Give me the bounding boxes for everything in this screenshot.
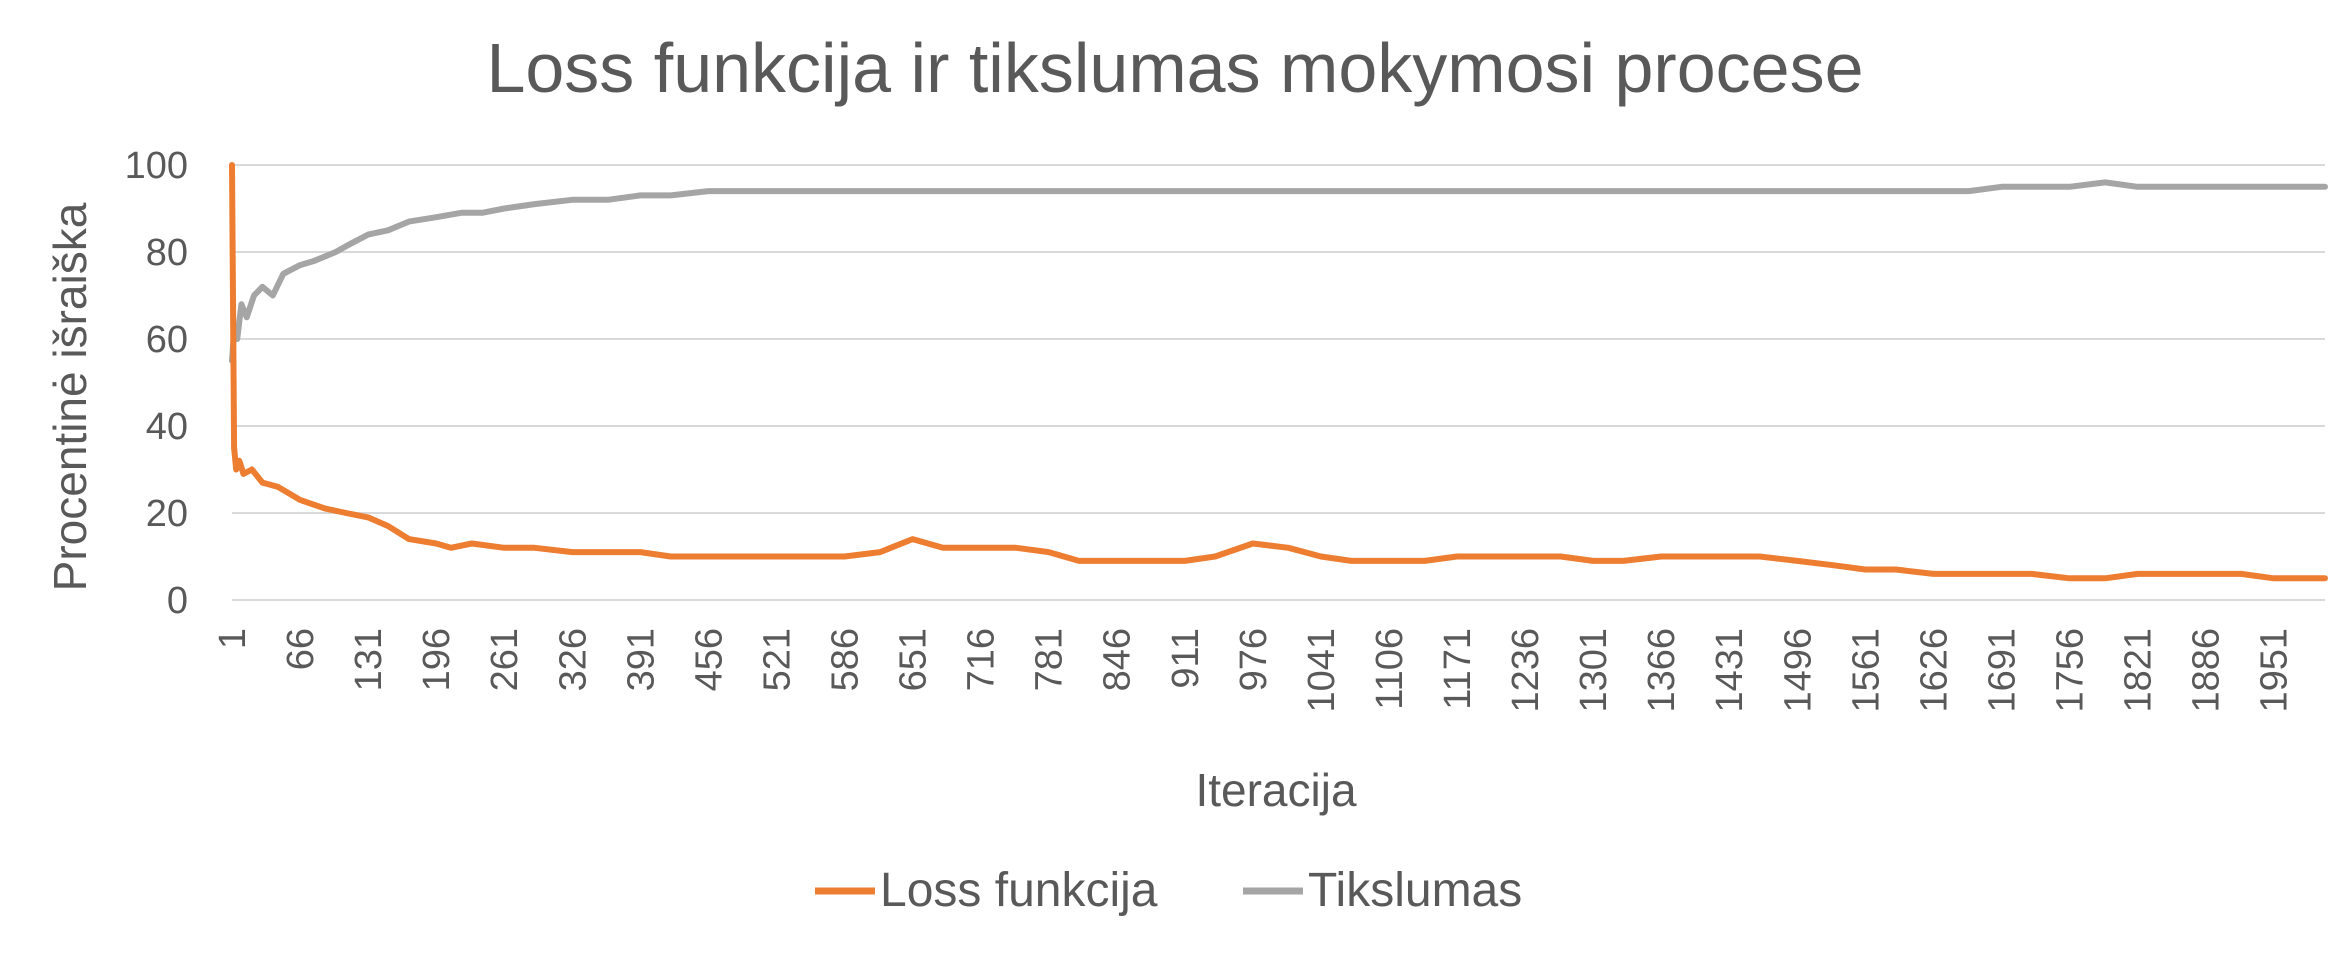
y-tick-label: 20 [146, 493, 188, 535]
x-tick-label: 196 [416, 628, 458, 691]
y-axis-ticks: 0 20 40 60 80 100 [125, 145, 188, 622]
x-tick-label: 1041 [1301, 628, 1343, 713]
chart-title: Loss funkcija ir tikslumas mokymosi proc… [486, 29, 1863, 107]
y-axis-title: Procentinė išraiška [44, 202, 96, 591]
x-tick-label: 1 [212, 628, 254, 649]
x-tick-label: 391 [620, 628, 662, 691]
x-tick-label: 781 [1029, 628, 1071, 691]
legend-label: Loss funkcija [880, 864, 1158, 917]
x-tick-label: 846 [1097, 628, 1139, 691]
y-tick-label: 60 [146, 319, 188, 361]
x-tick-label: 1496 [1777, 628, 1819, 713]
x-tick-label: 1366 [1641, 628, 1683, 713]
x-tick-label: 1171 [1437, 628, 1479, 710]
gridlines [232, 164, 2325, 601]
series-line-tikslumas [229, 179, 2328, 364]
x-tick-label: 586 [825, 628, 867, 691]
y-tick-label: 100 [125, 145, 188, 187]
x-tick-label: 131 [348, 628, 390, 691]
plot-area [229, 162, 2328, 582]
legend-label: Tikslumas [1308, 864, 1522, 917]
x-tick-label: 1236 [1505, 628, 1547, 713]
x-tick-label: 1106 [1369, 628, 1411, 710]
x-tick-label: 456 [688, 628, 730, 691]
x-tick-label: 261 [484, 628, 526, 691]
x-tick-label: 521 [756, 628, 798, 691]
x-tick-label: 976 [1233, 628, 1275, 691]
x-tick-label: 1626 [1913, 628, 1955, 713]
x-tick-label: 1431 [1709, 628, 1751, 713]
x-tick-label: 1756 [2050, 628, 2092, 713]
x-tick-label: 1886 [2186, 628, 2228, 713]
x-tick-label: 1951 [2254, 628, 2296, 713]
x-tick-label: 911 [1165, 628, 1207, 689]
y-tick-label: 0 [167, 580, 188, 622]
x-tick-label: 1301 [1573, 628, 1615, 713]
y-tick-label: 80 [146, 232, 188, 274]
x-tick-label: 326 [552, 628, 594, 691]
y-tick-label: 40 [146, 406, 188, 448]
x-tick-label: 716 [961, 628, 1003, 691]
x-tick-label: 1561 [1845, 628, 1887, 713]
x-axis-ticks: 1 66 131 196 261 326 391 456 521 586 651 716 781 846 9… [212, 628, 2296, 713]
x-tick-label: 66 [280, 628, 322, 670]
legend: Loss funkcija Tikslumas [815, 864, 1522, 917]
x-tick-label: 1691 [1981, 628, 2023, 713]
x-tick-label: 651 [893, 628, 935, 691]
series-line-loss [229, 162, 2328, 582]
x-axis-title: Iteracija [1195, 764, 1356, 816]
x-tick-label: 1821 [2118, 628, 2160, 713]
